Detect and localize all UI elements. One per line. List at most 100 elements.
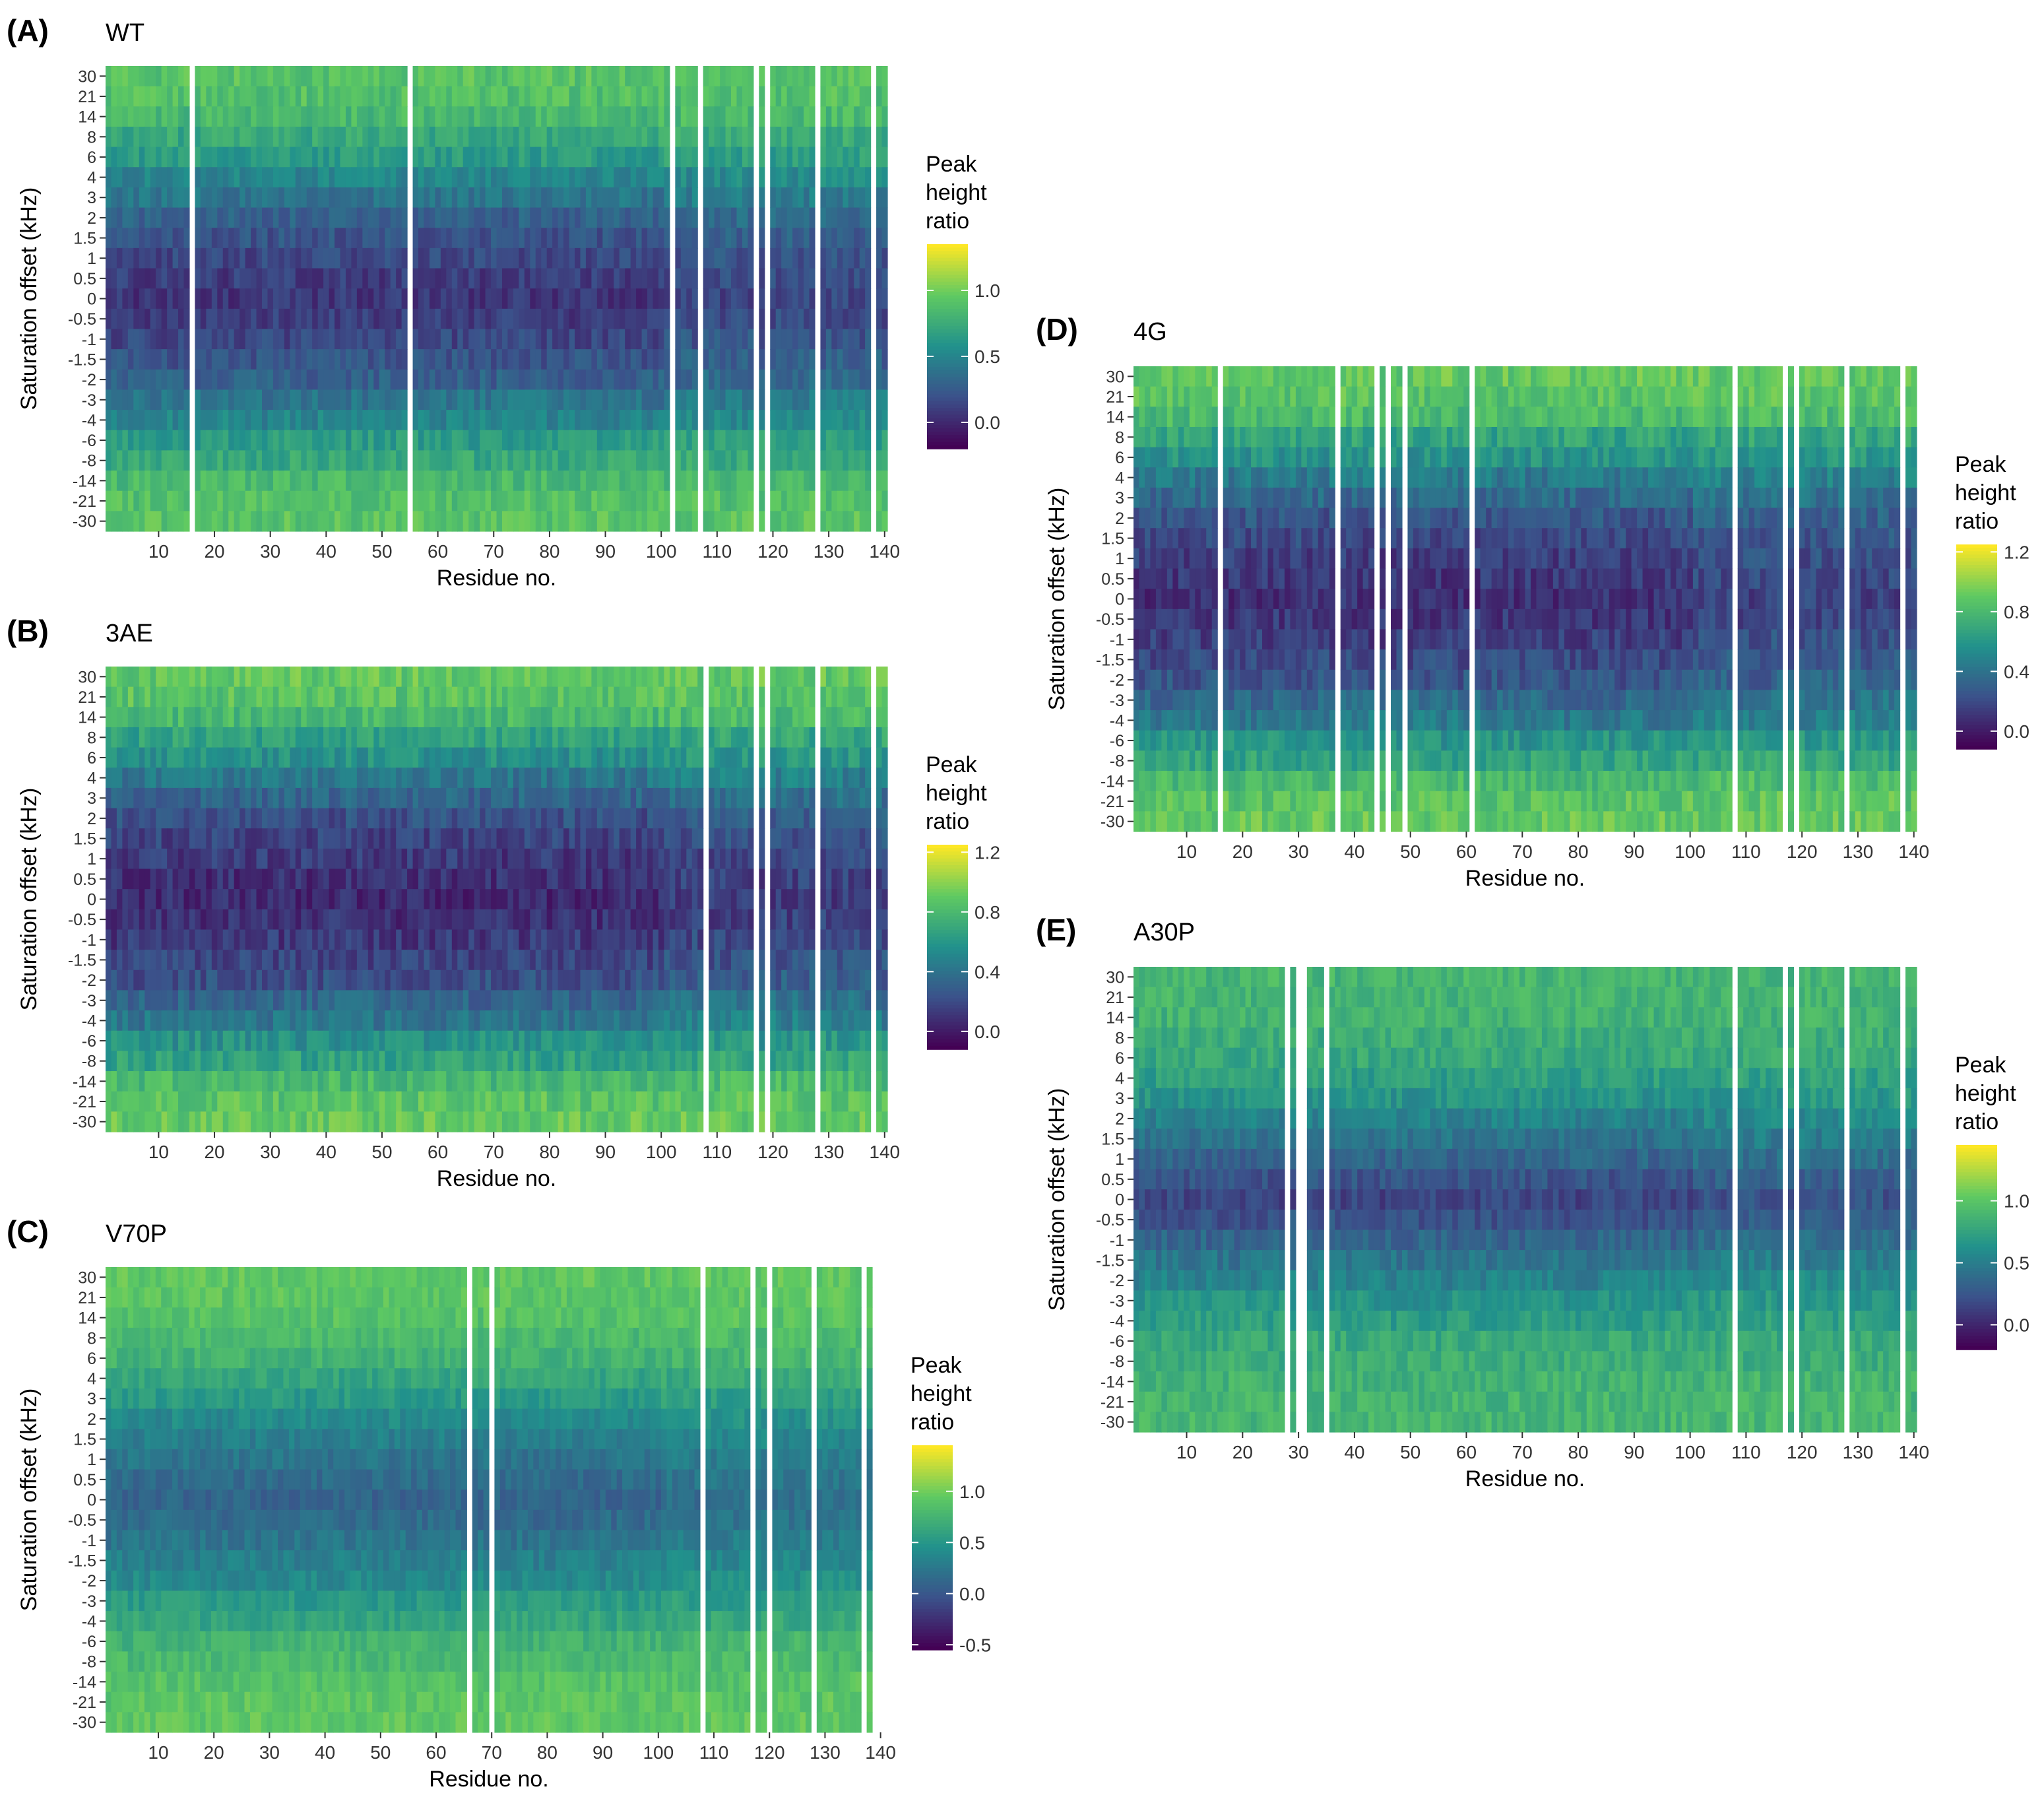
heatmap-cell	[709, 147, 715, 168]
heatmap-cell	[614, 288, 620, 310]
heatmap-cell	[881, 268, 888, 289]
heatmap-cell	[156, 848, 162, 870]
heatmap-cell	[234, 389, 240, 410]
heatmap-cell	[345, 167, 352, 188]
heatmap-cell	[356, 167, 363, 188]
heatmap-cell	[167, 410, 174, 431]
heatmap-cell	[373, 686, 380, 707]
heatmap-cell	[144, 126, 151, 148]
heatmap-cell	[535, 308, 542, 330]
heatmap-cell	[530, 686, 536, 707]
heatmap-cell	[385, 787, 391, 809]
heatmap-cell	[122, 329, 129, 350]
heatmap-cell	[161, 727, 168, 748]
heatmap-cell	[563, 430, 570, 451]
heatmap-cell	[451, 707, 458, 728]
heatmap-cell	[133, 667, 140, 688]
heatmap-cell	[608, 868, 614, 890]
heatmap-cell	[630, 787, 637, 809]
heatmap-cell	[664, 268, 670, 289]
heatmap-cell	[340, 430, 346, 451]
heatmap-cell	[680, 787, 687, 809]
heatmap-cell	[865, 747, 872, 768]
heatmap-cell	[217, 308, 224, 330]
heatmap-cell	[312, 66, 319, 87]
heatmap-cell	[262, 471, 269, 492]
heatmap-cell	[329, 66, 335, 87]
heatmap-cell	[541, 187, 548, 209]
heatmap-cell	[362, 126, 369, 148]
heatmap-cell	[222, 471, 229, 492]
heatmap-cell	[401, 667, 408, 688]
heatmap-cell	[602, 329, 609, 350]
heatmap-cell	[558, 329, 564, 350]
heatmap-cell	[122, 848, 129, 870]
heatmap-cell	[301, 308, 307, 330]
heatmap-cell	[267, 228, 274, 249]
heatmap-cell	[463, 889, 469, 910]
heatmap-cell	[373, 787, 380, 809]
heatmap-cell	[474, 889, 480, 910]
heatmap-cell	[591, 66, 598, 87]
heatmap-cell	[736, 747, 743, 768]
heatmap-cell	[351, 808, 358, 829]
heatmap-cell	[178, 349, 185, 370]
heatmap-cell	[496, 511, 503, 532]
heatmap-cell	[385, 828, 391, 849]
heatmap-cell	[647, 808, 654, 829]
heatmap-cell	[535, 808, 542, 829]
heatmap-cell	[228, 828, 235, 849]
heatmap-cell	[256, 667, 263, 688]
heatmap-cell	[200, 430, 207, 451]
heatmap-cell	[222, 848, 229, 870]
heatmap-cell	[513, 147, 519, 168]
heatmap-cell	[301, 727, 307, 748]
heatmap-cell	[150, 329, 156, 350]
heatmap-cell	[446, 86, 453, 107]
heatmap-cell	[804, 308, 810, 330]
colorbar-segment	[927, 408, 968, 412]
heatmap-cell	[379, 228, 385, 249]
heatmap-cell	[317, 848, 324, 870]
heatmap-cell	[507, 187, 514, 209]
heatmap-cell	[267, 686, 274, 707]
heatmap-cell	[440, 828, 447, 849]
heatmap-cell	[675, 686, 682, 707]
heatmap-cell	[558, 787, 564, 809]
heatmap-cell	[530, 147, 536, 168]
heatmap-cell	[295, 828, 302, 849]
heatmap-cell	[653, 167, 659, 188]
heatmap-cell	[133, 808, 140, 829]
heatmap-cell	[373, 389, 380, 410]
heatmap-cell	[541, 410, 548, 431]
heatmap-cell	[373, 828, 380, 849]
heatmap-cell	[798, 86, 804, 107]
heatmap-cell	[139, 369, 145, 391]
heatmap-cell	[630, 106, 637, 127]
heatmap-cell	[228, 808, 235, 829]
heatmap-cell	[876, 66, 883, 87]
heatmap-cell	[150, 167, 156, 188]
heatmap-cell	[373, 126, 380, 148]
heatmap-cell	[468, 747, 475, 768]
heatmap-cell	[435, 389, 441, 410]
heatmap-cell	[731, 228, 738, 249]
heatmap-cell	[139, 707, 145, 728]
heatmap-cell	[585, 187, 592, 209]
heatmap-cell	[127, 228, 134, 249]
heatmap-cell	[312, 308, 319, 330]
heatmap-cell	[831, 787, 838, 809]
heatmap-cell	[792, 686, 799, 707]
heatmap-cell	[211, 369, 218, 391]
heatmap-cell	[848, 909, 854, 931]
heatmap-cell	[519, 207, 525, 228]
heatmap-cell	[111, 929, 117, 950]
heatmap-cell	[379, 308, 385, 330]
heatmap-cell	[691, 147, 698, 168]
heatmap-cell	[831, 106, 838, 127]
heatmap-cell	[804, 909, 810, 931]
heatmap-cell	[809, 808, 815, 829]
heatmap-cell	[139, 929, 145, 950]
heatmap-cell	[335, 768, 341, 789]
heatmap-cell	[127, 147, 134, 168]
